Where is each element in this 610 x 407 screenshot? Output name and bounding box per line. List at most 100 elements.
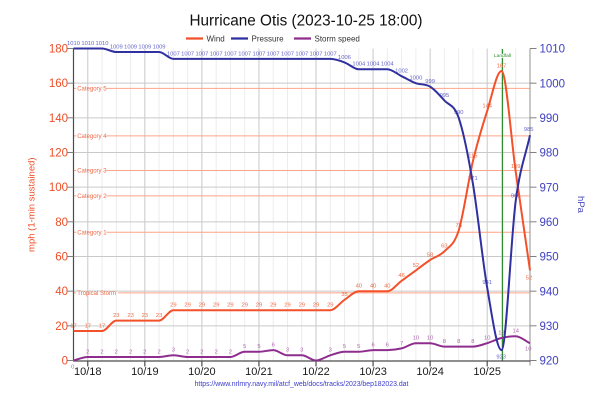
svg-text:2: 2 [115,349,118,355]
svg-text:1007: 1007 [195,51,208,57]
svg-text:980: 980 [540,148,559,160]
svg-text:8: 8 [443,339,446,345]
svg-text:29: 29 [184,303,190,309]
svg-text:40: 40 [370,284,376,290]
svg-text:160: 160 [49,78,68,90]
svg-text:10/24: 10/24 [416,366,444,378]
svg-text:950: 950 [540,252,559,264]
svg-text:20: 20 [55,321,68,333]
svg-text:17: 17 [99,323,105,329]
svg-text:40: 40 [356,284,362,290]
svg-text:2: 2 [186,349,189,355]
svg-text:3: 3 [172,348,175,354]
svg-text:2: 2 [100,349,103,355]
svg-text:46: 46 [398,273,404,279]
svg-text:Wind: Wind [207,34,225,43]
svg-text:2: 2 [157,349,160,355]
svg-text:29: 29 [213,303,219,309]
svg-text:1007: 1007 [224,51,237,57]
svg-text:1010: 1010 [540,44,566,56]
svg-text:1009: 1009 [124,44,137,50]
svg-text:999: 999 [425,79,435,85]
svg-text:0: 0 [62,356,68,368]
svg-text:29: 29 [284,303,290,309]
svg-text:167: 167 [497,63,507,69]
svg-text:Category 4: Category 4 [77,134,107,140]
svg-text:990: 990 [454,110,464,116]
svg-text:180: 180 [49,44,68,56]
svg-text:40: 40 [55,286,68,298]
svg-text:1009: 1009 [138,44,151,50]
svg-text:5: 5 [343,344,346,350]
svg-text:29: 29 [270,303,276,309]
svg-text:120: 120 [49,148,68,160]
svg-text:1007: 1007 [324,51,337,57]
svg-text:0: 0 [71,364,74,370]
svg-text:1007: 1007 [281,51,294,57]
svg-text:23: 23 [142,313,148,319]
svg-text:7: 7 [400,341,403,347]
svg-text:75: 75 [455,223,461,229]
svg-text:10/25: 10/25 [473,366,501,378]
svg-text:Category 1: Category 1 [77,230,107,236]
svg-text:1007: 1007 [267,51,280,57]
svg-text:100: 100 [49,182,68,194]
svg-text:1009: 1009 [153,44,166,50]
svg-text:60: 60 [55,252,68,264]
svg-text:1004: 1004 [367,62,381,68]
svg-text:2: 2 [215,349,218,355]
svg-text:10/20: 10/20 [188,366,216,378]
svg-text:3: 3 [329,348,332,354]
svg-text:10/21: 10/21 [245,366,273,378]
svg-text:1007: 1007 [310,51,323,57]
svg-text:940: 940 [540,286,559,298]
svg-text:2: 2 [129,349,132,355]
svg-text:10/19: 10/19 [131,366,159,378]
svg-text:970: 970 [540,182,559,194]
svg-text:1007: 1007 [210,51,223,57]
svg-text:3: 3 [286,348,289,354]
svg-text:29: 29 [227,303,233,309]
svg-text:10/22: 10/22 [302,366,330,378]
svg-text:8: 8 [471,339,474,345]
svg-text:5: 5 [357,344,360,350]
svg-text:10: 10 [413,336,419,342]
svg-text:5: 5 [257,344,260,350]
svg-text:10: 10 [525,346,531,352]
svg-text:Storm speed: Storm speed [315,34,360,43]
svg-text:https://www.nrlmry.navy.mil/at: https://www.nrlmry.navy.mil/atcf_web/doc… [195,381,409,388]
svg-text:1000: 1000 [409,76,422,82]
svg-text:14: 14 [512,329,519,335]
svg-text:960: 960 [540,217,559,229]
svg-text:920: 920 [540,356,559,368]
svg-text:29: 29 [299,303,305,309]
svg-text:1009: 1009 [110,44,123,50]
svg-text:Category 5: Category 5 [77,86,107,92]
svg-text:29: 29 [199,303,205,309]
svg-text:2: 2 [143,349,146,355]
svg-text:Pressure: Pressure [252,34,285,43]
svg-text:995: 995 [440,93,450,99]
svg-text:52: 52 [413,263,419,269]
svg-text:Hurricane Otis (2023-10-25 18:: Hurricane Otis (2023-10-25 18:00) [190,12,423,29]
svg-text:3: 3 [300,348,303,354]
svg-text:29: 29 [170,303,176,309]
svg-text:Category 2: Category 2 [77,194,107,200]
svg-text:10/18: 10/18 [74,366,102,378]
svg-text:6: 6 [386,343,389,349]
svg-text:23: 23 [113,313,119,319]
svg-text:990: 990 [540,113,559,125]
svg-text:Tropical Storm: Tropical Storm [77,291,116,297]
svg-text:140: 140 [49,113,68,125]
svg-text:1006: 1006 [338,55,351,61]
svg-text:923: 923 [496,354,506,360]
svg-text:Category 3: Category 3 [77,169,107,175]
svg-text:2: 2 [200,349,203,355]
svg-text:6: 6 [371,343,374,349]
svg-text:1010: 1010 [96,41,109,47]
svg-text:52: 52 [526,275,532,281]
svg-text:1007: 1007 [253,51,266,57]
svg-text:930: 930 [540,321,559,333]
svg-text:10: 10 [427,336,433,342]
svg-text:2: 2 [86,349,89,355]
